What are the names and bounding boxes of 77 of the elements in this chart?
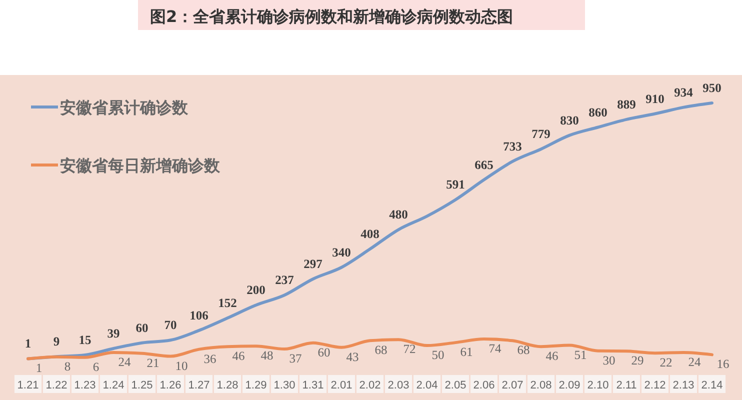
- data-label: 591: [446, 178, 465, 192]
- data-label: 48: [260, 348, 274, 363]
- data-label: 889: [617, 97, 636, 112]
- data-label: 15: [78, 332, 92, 347]
- data-label: 779: [532, 127, 550, 142]
- data-label: 106: [190, 308, 208, 322]
- data-label: 74: [488, 342, 502, 356]
- data-label: 297: [304, 256, 322, 271]
- x-tick-label: 2.07: [502, 380, 524, 392]
- data-label: 830: [560, 113, 579, 128]
- data-label: 408: [360, 227, 380, 242]
- data-label: 51: [574, 348, 587, 362]
- x-tick-label: 2.11: [616, 380, 637, 392]
- data-label: 37: [289, 352, 302, 366]
- data-label: 1: [36, 361, 42, 376]
- data-label: 950: [702, 81, 722, 95]
- data-label: 340: [332, 245, 351, 260]
- x-tick-label: 2.06: [473, 380, 495, 392]
- data-label: 46: [546, 349, 558, 364]
- data-label: 29: [631, 354, 644, 368]
- data-label: 665: [474, 158, 494, 172]
- data-label: 36: [204, 352, 216, 366]
- data-label: 24: [688, 355, 702, 370]
- x-tick-label: 1.22: [46, 380, 68, 392]
- data-label: 10: [175, 358, 188, 373]
- data-label: 6: [92, 360, 100, 374]
- x-tick-label: 1.25: [131, 380, 153, 392]
- x-tick-label: 2.14: [701, 380, 723, 392]
- x-tick-label: 1.31: [302, 380, 324, 392]
- x-tick-label: 1.21: [17, 380, 39, 392]
- x-tick-label: 2.03: [388, 380, 410, 392]
- data-label: 200: [246, 283, 266, 298]
- x-tick-label: 2.13: [672, 380, 694, 392]
- data-label: 50: [432, 348, 444, 362]
- data-label: 910: [646, 92, 664, 106]
- x-tick-label: 2.05: [444, 380, 466, 392]
- data-label: 43: [346, 350, 359, 364]
- x-tick-label: 1.30: [274, 380, 296, 392]
- data-label: 72: [403, 342, 416, 356]
- data-label: 733: [503, 139, 522, 154]
- data-label: 68: [517, 343, 530, 358]
- data-label: 934: [674, 85, 694, 100]
- data-label: 24: [118, 355, 132, 370]
- data-label: 68: [374, 343, 388, 358]
- data-label: 8: [64, 359, 71, 374]
- data-label: 30: [602, 353, 616, 368]
- x-tick-label: 2.10: [587, 380, 609, 392]
- data-label: 60: [318, 345, 330, 360]
- x-tick-label: 1.29: [245, 380, 267, 392]
- legend-label: 安徽省每日新增确诊数: [60, 156, 221, 175]
- data-label: 39: [107, 326, 120, 340]
- data-label: 46: [232, 349, 245, 364]
- data-label: 70: [164, 318, 177, 332]
- data-label: 16: [716, 357, 730, 372]
- x-tick-label: 2.12: [644, 380, 666, 392]
- x-tick-label: 1.28: [216, 380, 238, 392]
- data-label: 860: [588, 105, 608, 120]
- data-label: 237: [275, 273, 294, 288]
- x-tick-label: 2.08: [530, 380, 552, 392]
- data-label: 152: [218, 296, 237, 310]
- x-tick-label: 1.26: [160, 380, 182, 392]
- data-label: 21: [146, 356, 160, 370]
- data-label: 9: [53, 334, 60, 349]
- data-label: 480: [389, 208, 408, 222]
- x-tick-label: 2.02: [359, 380, 381, 392]
- x-tick-label: 1.24: [102, 380, 124, 392]
- data-label: 22: [660, 356, 672, 370]
- data-label: 61: [460, 345, 473, 360]
- data-label: 60: [136, 320, 148, 335]
- x-tick-label: 1.23: [74, 380, 96, 392]
- chart-title: 图2：全省累计确诊病例数和新增确诊病例数动态图: [150, 7, 514, 26]
- x-tick-label: 1.27: [188, 380, 210, 392]
- x-tick-label: 2.04: [416, 380, 438, 392]
- x-tick-label: 2.01: [330, 380, 352, 392]
- x-tick-label: 2.09: [558, 380, 580, 392]
- legend-label: 安徽省累计确诊数: [60, 98, 189, 117]
- data-label: 1: [24, 336, 32, 351]
